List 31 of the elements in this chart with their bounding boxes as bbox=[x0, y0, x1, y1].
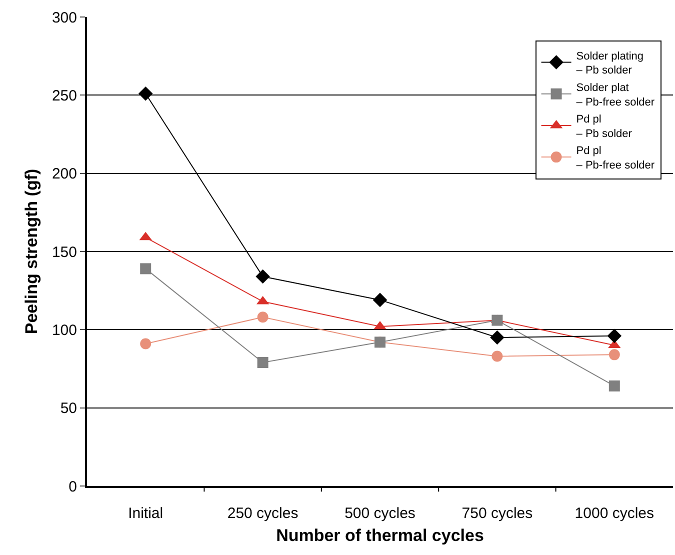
y-tick-label: 250 bbox=[52, 87, 77, 104]
legend-label: Pd pl – Pb solder bbox=[576, 114, 632, 140]
point bbox=[608, 349, 620, 360]
point bbox=[608, 380, 620, 392]
x-tick-label: 250 cycles bbox=[227, 505, 298, 522]
point bbox=[140, 263, 152, 274]
legend-label: Pd pl – Pb-free solder bbox=[576, 145, 655, 172]
point bbox=[138, 86, 153, 101]
point bbox=[256, 269, 270, 284]
point bbox=[372, 292, 388, 308]
y-tick-label: 100 bbox=[52, 322, 77, 339]
point bbox=[492, 314, 503, 326]
point bbox=[257, 357, 268, 368]
point bbox=[607, 328, 622, 344]
y-tick-label: 150 bbox=[52, 244, 77, 261]
x-tick-label: 750 cycles bbox=[462, 505, 533, 522]
point bbox=[492, 350, 503, 362]
y-tick-label: 0 bbox=[68, 478, 77, 496]
x-tick-label: 1000 cycles bbox=[574, 505, 654, 522]
y-tick-label: 200 bbox=[52, 166, 77, 183]
point bbox=[257, 312, 268, 323]
y-tick-label: 50 bbox=[60, 400, 77, 418]
x-tick-label: 500 cycles bbox=[344, 505, 416, 522]
x-tick-label: Initial bbox=[128, 505, 164, 522]
x-axis-title: Number of thermal cycles bbox=[276, 526, 484, 545]
legend-label: Solder plat – Pb-free solder bbox=[576, 82, 655, 108]
point bbox=[490, 330, 504, 345]
y-tick-label: 300 bbox=[52, 9, 77, 26]
point bbox=[140, 338, 152, 350]
legend-label: Solder plating – Pb solder bbox=[576, 50, 644, 77]
y-axis-title: Peeling strength (gf) bbox=[22, 168, 42, 334]
